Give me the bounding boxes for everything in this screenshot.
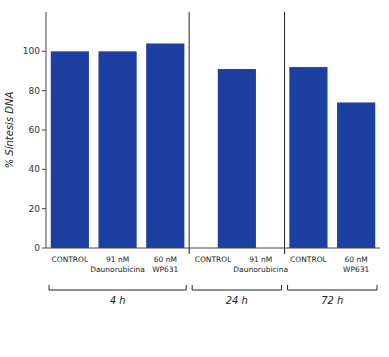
group-bracket	[192, 285, 281, 290]
bar	[337, 102, 375, 248]
chart: 020406080100% Síntesis DNACONTROL91 nMDa…	[0, 0, 389, 357]
bar	[218, 69, 256, 248]
y-tick	[42, 130, 46, 131]
y-tick-label: 0	[34, 243, 40, 253]
y-tick-label: 60	[29, 125, 41, 135]
y-tick	[42, 51, 46, 52]
condition-label: 91 nMDaunorubicina	[90, 255, 145, 274]
condition-label: 91 nMDaunorubicina	[233, 255, 288, 274]
x-axis	[46, 248, 380, 249]
condition-label: CONTROL	[290, 255, 327, 264]
y-axis-label: % Síntesis DNA	[4, 92, 15, 169]
group-bracket	[288, 285, 377, 290]
group-bracket	[49, 285, 186, 290]
y-tick	[42, 169, 46, 170]
y-tick-label: 40	[29, 164, 41, 174]
y-tick-label: 20	[29, 204, 41, 214]
condition-label: CONTROL	[52, 255, 89, 264]
y-tick-label: 80	[29, 86, 41, 96]
y-tick-label: 100	[23, 46, 40, 56]
separator	[284, 12, 285, 254]
y-tick	[42, 208, 46, 209]
bar	[98, 51, 136, 248]
bar	[289, 67, 327, 248]
group-label: 72 h	[321, 295, 343, 306]
condition-label: 60 nMWP631	[343, 255, 369, 274]
bar	[146, 43, 184, 248]
condition-label: 60 nMWP631	[152, 255, 178, 274]
group-label: 4 h	[110, 295, 126, 306]
group-label: 24 h	[226, 295, 248, 306]
y-tick	[42, 248, 46, 249]
separator	[189, 12, 190, 254]
bars	[51, 43, 375, 248]
condition-label: CONTROL	[195, 255, 232, 264]
bar	[51, 51, 89, 248]
y-tick	[42, 90, 46, 91]
